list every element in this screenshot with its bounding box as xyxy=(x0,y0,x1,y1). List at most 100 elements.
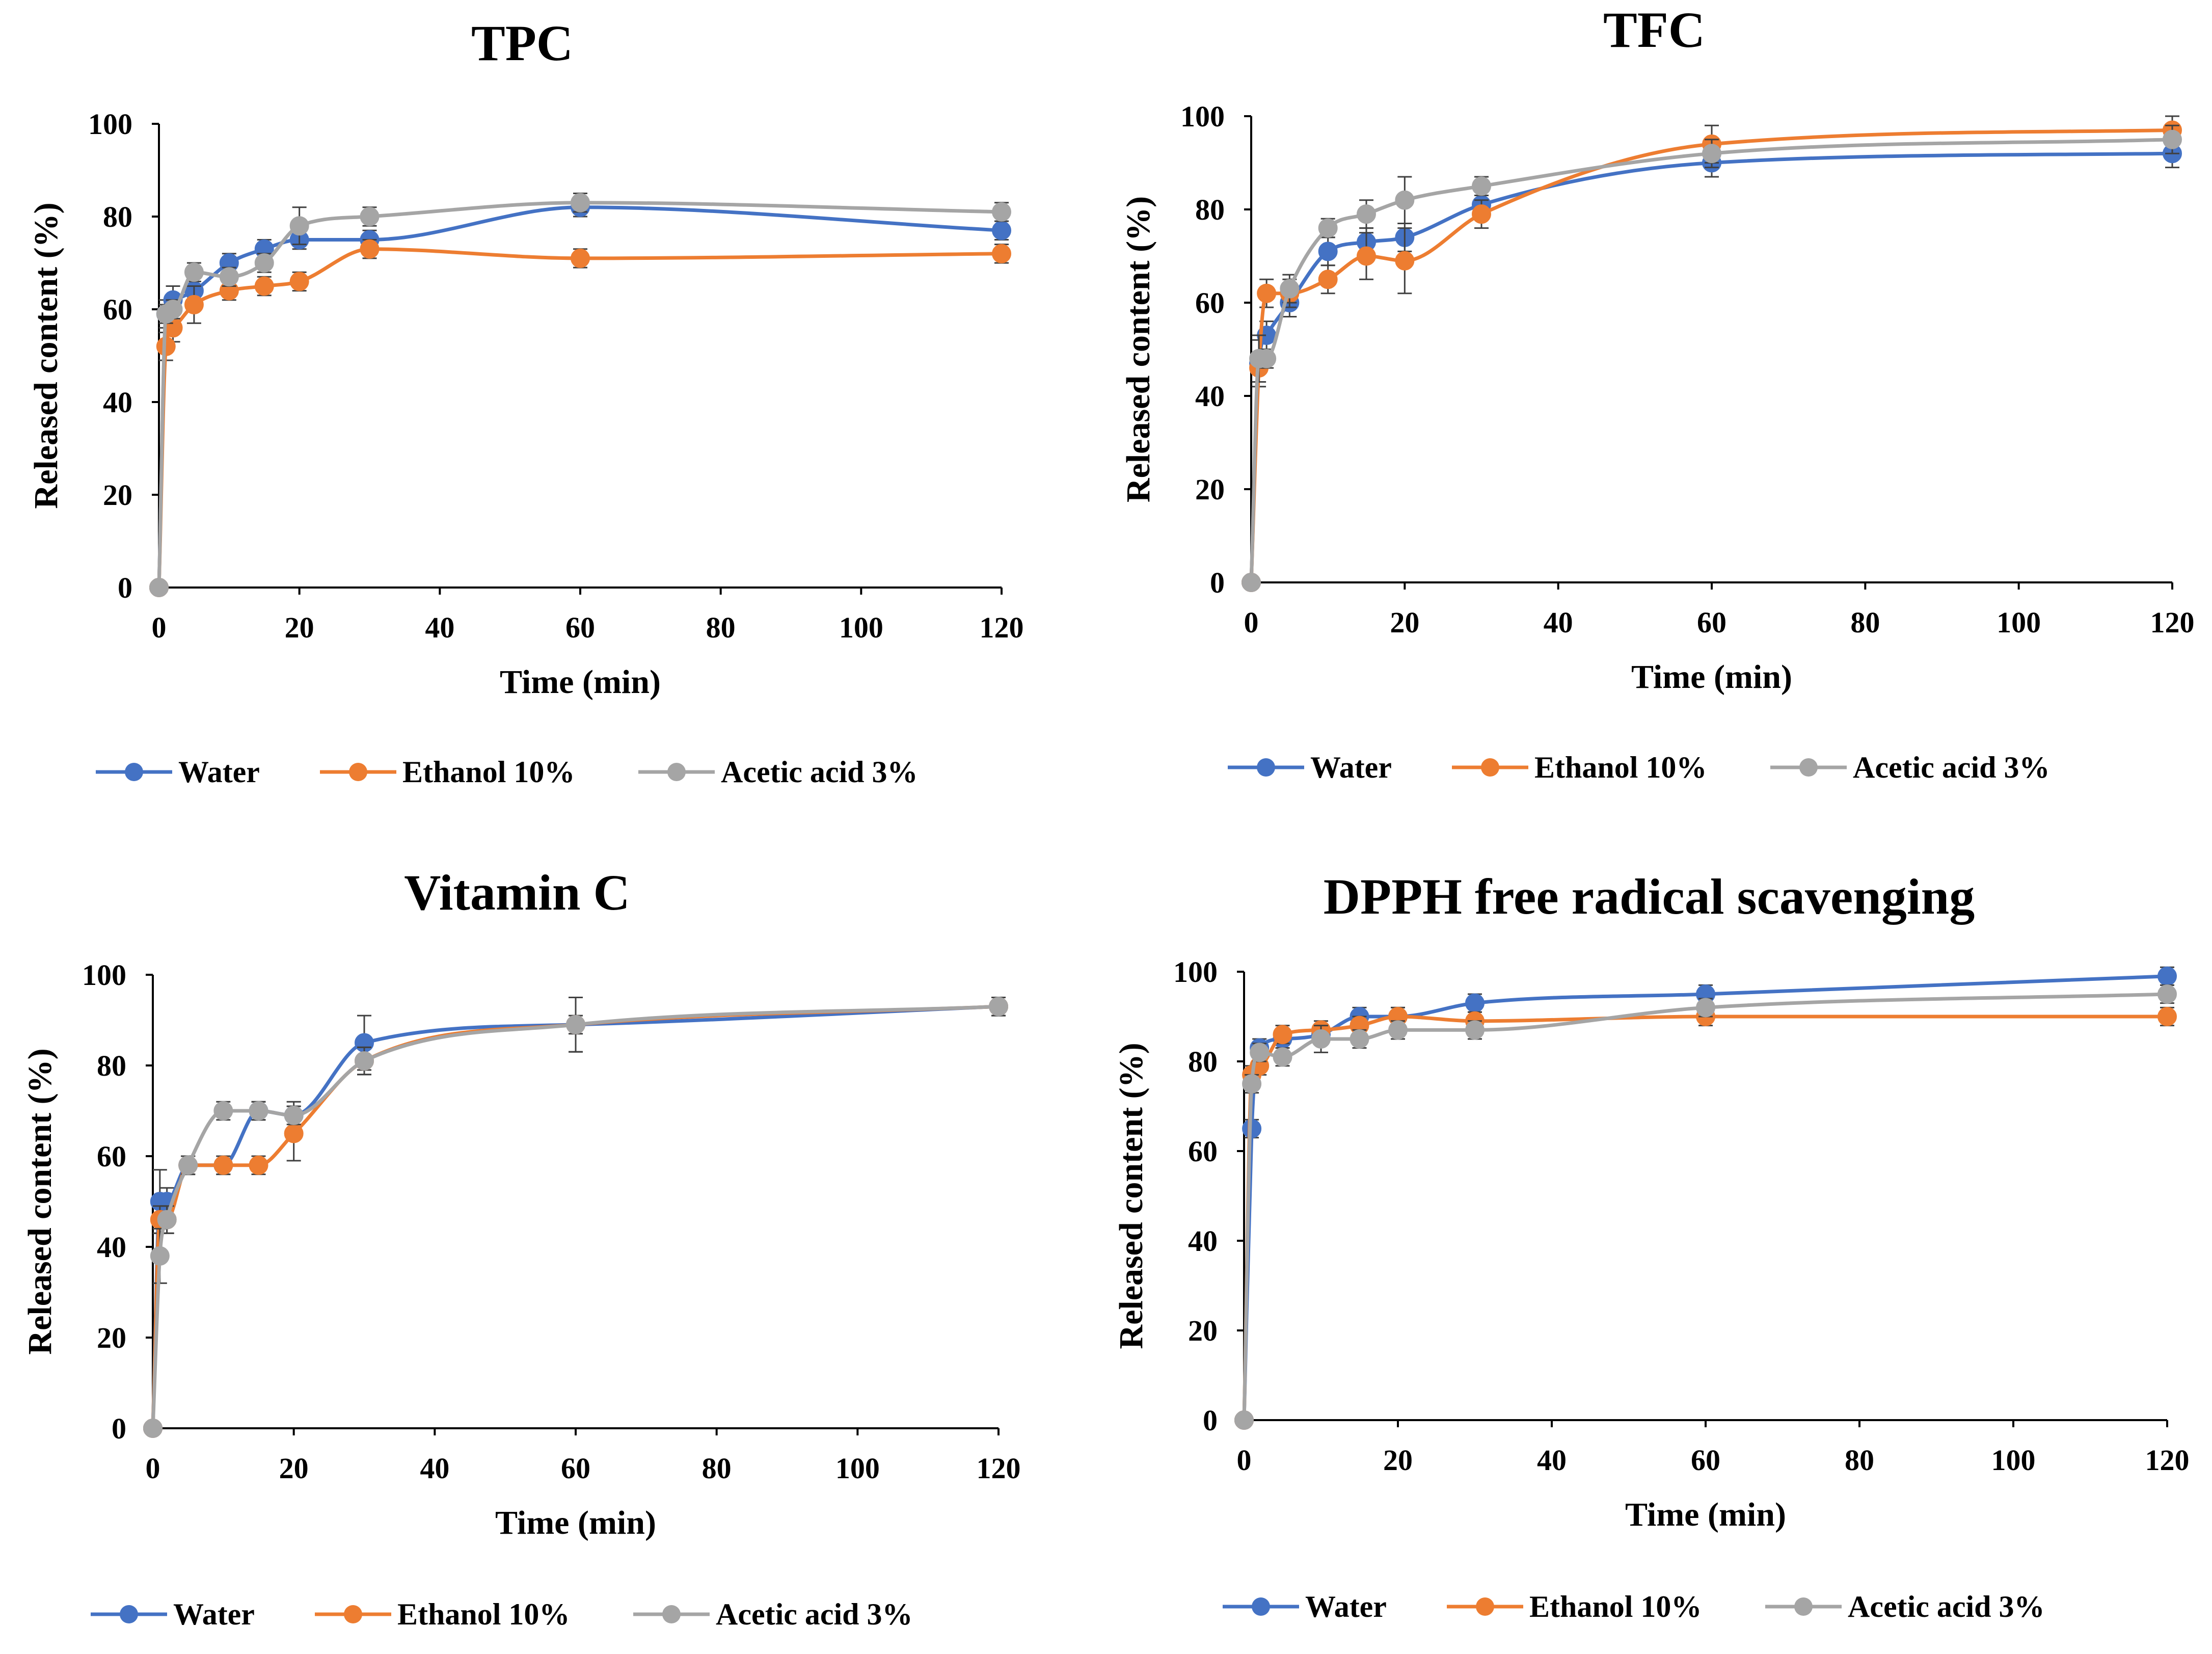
data-point xyxy=(1702,144,1721,164)
legend-item-water: Water xyxy=(1228,751,1392,784)
legend: Water Ethanol 10% Acetic acid 3% xyxy=(1223,1590,2045,1623)
x-tick-label: 40 xyxy=(420,1452,449,1485)
data-point xyxy=(1280,279,1300,299)
data-point xyxy=(184,262,204,282)
data-point xyxy=(1472,204,1491,224)
data-point xyxy=(289,272,309,291)
y-tick-label: 40 xyxy=(97,1231,126,1264)
legend-label: Water xyxy=(1305,1590,1387,1623)
x-axis-title: Time (min) xyxy=(500,663,661,701)
legend-item-water: Water xyxy=(1223,1590,1387,1623)
x-tick-label: 60 xyxy=(561,1452,590,1485)
data-point xyxy=(2157,966,2177,986)
x-tick-label: 0 xyxy=(146,1452,160,1485)
data-point xyxy=(184,295,204,314)
data-point xyxy=(213,1155,233,1175)
legend-label: Ethanol 10% xyxy=(1529,1590,1702,1623)
legend-marker xyxy=(1252,1597,1270,1616)
y-tick-label: 60 xyxy=(1195,286,1225,319)
data-point xyxy=(1395,190,1415,210)
legend-item-ethanol-10: Ethanol 10% xyxy=(1452,751,1707,784)
legend-label: Ethanol 10% xyxy=(397,1597,570,1631)
data-point xyxy=(1465,1020,1485,1040)
legend-label: Acetic acid 3% xyxy=(1848,1590,2045,1623)
legend-label: Water xyxy=(178,755,260,789)
series-ethanol-10 xyxy=(1234,1006,2177,1430)
data-point xyxy=(289,216,309,236)
y-tick-label: 20 xyxy=(97,1321,126,1354)
chart-title: DPPH free radical scavenging xyxy=(1324,868,1975,925)
data-point xyxy=(249,1155,268,1175)
x-tick-label: 0 xyxy=(152,611,167,644)
data-point xyxy=(249,1101,268,1121)
series-line xyxy=(1249,128,2174,584)
legend-item-acetic-acid-3: Acetic acid 3% xyxy=(638,755,918,789)
legend-label: Ethanol 10% xyxy=(1534,751,1707,784)
chart-panel-tfc: TFC 0 20 40 60 80 100 0 20 40 60 80 100 120 Time (min)… xyxy=(1120,2,2195,784)
legend: Water Ethanol 10% Acetic acid 3% xyxy=(96,755,918,789)
data-point xyxy=(1234,1410,1254,1430)
y-tick-label: 0 xyxy=(1203,1404,1218,1437)
legend-label: Acetic acid 3% xyxy=(716,1597,913,1631)
y-tick-label: 80 xyxy=(97,1049,126,1082)
data-point xyxy=(254,253,274,273)
y-tick-label: 0 xyxy=(112,1412,126,1445)
data-point xyxy=(2157,1007,2177,1026)
y-axis-title: Released content (%) xyxy=(28,202,65,509)
legend-marker xyxy=(667,763,686,781)
legend-marker xyxy=(1799,758,1818,777)
series-line xyxy=(1249,138,2174,584)
x-tick-label: 80 xyxy=(1845,1444,1874,1477)
legend-marker xyxy=(349,763,367,781)
x-tick-label: 80 xyxy=(706,611,736,644)
x-tick-label: 20 xyxy=(1390,606,1419,639)
data-point xyxy=(284,1105,304,1125)
y-tick-label: 20 xyxy=(1188,1314,1218,1347)
chart-title: TFC xyxy=(1603,2,1705,58)
series-acetic-acid-3 xyxy=(1242,124,2182,592)
y-tick-label: 40 xyxy=(1195,380,1225,413)
series-line xyxy=(1242,974,2169,1422)
data-point xyxy=(571,193,590,212)
legend-label: Water xyxy=(1310,751,1392,784)
series-acetic-acid-3 xyxy=(149,193,1011,597)
legend-marker xyxy=(662,1605,681,1623)
data-point xyxy=(1257,349,1277,368)
x-tick-label: 100 xyxy=(835,1452,880,1485)
x-tick-label: 100 xyxy=(839,611,883,644)
data-point xyxy=(1273,1025,1292,1045)
data-point xyxy=(1318,218,1338,238)
x-axis-title: Time (min) xyxy=(1631,658,1792,696)
data-point xyxy=(566,1015,585,1034)
legend-item-water: Water xyxy=(91,1597,255,1631)
series-acetic-acid-3 xyxy=(1234,984,2177,1430)
series-line xyxy=(151,1004,1001,1430)
data-point xyxy=(1465,993,1485,1013)
y-axis-title: Released content (%) xyxy=(1120,196,1157,502)
data-point xyxy=(1242,573,1261,592)
data-point xyxy=(254,276,274,296)
y-tick-label: 60 xyxy=(103,293,132,326)
data-point xyxy=(1357,204,1376,224)
y-tick-label: 100 xyxy=(88,108,132,141)
data-point xyxy=(149,578,169,597)
y-tick-label: 20 xyxy=(1195,473,1225,506)
x-tick-label: 80 xyxy=(702,1452,732,1485)
x-tick-label: 120 xyxy=(2150,606,2195,639)
data-point xyxy=(992,221,1011,241)
y-tick-label: 0 xyxy=(1210,566,1225,599)
y-tick-label: 100 xyxy=(1180,100,1225,133)
legend-marker xyxy=(344,1605,362,1623)
x-tick-label: 120 xyxy=(977,1452,1021,1485)
data-point xyxy=(355,1051,374,1071)
x-tick-label: 20 xyxy=(279,1452,309,1485)
data-point xyxy=(1388,1020,1408,1040)
x-tick-label: 100 xyxy=(1997,606,2041,639)
x-tick-label: 40 xyxy=(1537,1444,1567,1477)
legend: Water Ethanol 10% Acetic acid 3% xyxy=(91,1597,913,1631)
x-tick-label: 120 xyxy=(980,611,1024,644)
y-tick-label: 100 xyxy=(82,958,126,992)
data-point xyxy=(1318,242,1338,261)
legend-marker xyxy=(125,763,143,781)
